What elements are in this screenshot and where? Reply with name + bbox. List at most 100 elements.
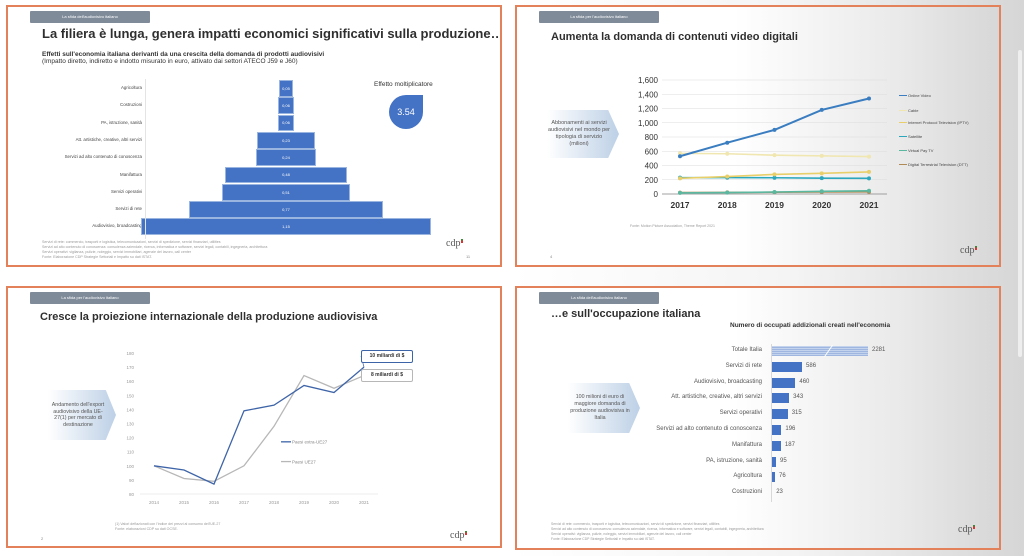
legend-item: Digital Terrestrial Television (DTT) <box>899 162 979 167</box>
multiplier-bubble: 3.54 <box>389 95 423 129</box>
bar-value-label: 196 <box>785 426 796 432</box>
data-point <box>678 151 682 156</box>
x-tick-label: 2021 <box>359 500 370 505</box>
bar-value-label: 2281 <box>872 347 886 353</box>
legend-item: Internet Protocol Television (IPTV) <box>899 120 979 125</box>
y-tick-label: 1,600 <box>638 76 659 85</box>
page-number: 11 <box>466 254 471 259</box>
data-point <box>772 175 777 180</box>
data-point <box>725 151 730 156</box>
data-point <box>772 172 777 177</box>
employment-bar <box>771 425 782 435</box>
category-label: Agricoltura <box>121 85 142 90</box>
bar-value-label: 460 <box>799 378 810 385</box>
chart-callout: 100 milioni di euro di maggiore domanda … <box>568 383 640 433</box>
y-tick-label: 400 <box>645 162 659 171</box>
data-point <box>772 127 777 132</box>
footnote-line: Servizi ad alto contenuto di conoscenza:… <box>42 245 268 249</box>
y-tick-label: 150 <box>126 393 134 398</box>
footnotes: Servizi di rete: commercio, trasporti e … <box>551 522 764 542</box>
legend-item: Cable <box>899 108 979 113</box>
page-number: 4 <box>550 254 553 259</box>
y-tick-label: 90 <box>129 478 135 483</box>
y-tick-label: 170 <box>126 365 134 370</box>
category-label: PA, istruzione, sanità <box>101 119 142 125</box>
chart-title: Numero di occupati addizionali creati ne… <box>730 322 891 329</box>
legend-item: Virtual Pay TV <box>899 148 979 153</box>
bar-value-label: 76 <box>779 473 786 480</box>
category-label: Audiovisivo, broadcasting <box>693 378 762 385</box>
slide-thumbnail-3[interactable]: La sfida per l'audiovisivo italiano Cres… <box>6 286 502 548</box>
footnote-line: Fonte: Elaborazione CDP Strategie Settor… <box>42 255 152 259</box>
category-label: Servizi operativi <box>111 188 142 194</box>
slide-title: Cresce la proiezione internazionale dell… <box>40 311 378 323</box>
employment-bar <box>771 409 788 420</box>
slide-title: …e sull'occupazione italiana <box>551 308 701 320</box>
pyramid-bar: 0,06 <box>278 97 294 115</box>
bar-value-label: 586 <box>806 362 817 369</box>
data-point <box>867 188 871 193</box>
slide-thumbnail-1[interactable]: La sfida dell'audiovisivo italiano La fi… <box>6 5 502 267</box>
cdp-logo: cdp <box>450 530 468 541</box>
chart-callout: Abbonamenti ai servizi audiovisivi nel m… <box>547 110 619 158</box>
category-label: Att. artistiche, creative, altri servizi <box>75 136 142 142</box>
slide-thumbnail-2[interactable]: La sfida per l'audiovisivo italiano Aume… <box>515 5 1001 267</box>
pyramid-bar: 0,77 <box>188 201 384 218</box>
cdp-logo: cdp <box>446 238 464 249</box>
category-label: Costruzioni <box>120 102 142 108</box>
series-line <box>153 374 365 482</box>
legend-swatch <box>899 164 907 166</box>
footnote-line: Servizi operativi: vigilanza, pulizie, n… <box>42 250 192 254</box>
employment-bar <box>771 393 790 404</box>
x-tick-label: 2019 <box>299 500 310 505</box>
chart-source: Fonte: Motion Picture Association, Theme… <box>630 224 715 228</box>
data-point <box>678 154 682 159</box>
employment-bar <box>771 344 868 358</box>
data-point <box>867 154 871 159</box>
x-tick-label: 2015 <box>179 500 190 505</box>
legend-label: Online Video <box>908 93 931 98</box>
data-point <box>819 153 824 158</box>
axis-line <box>145 79 146 239</box>
pyramid-bar: 0,23 <box>257 131 315 149</box>
y-tick-label: 120 <box>126 436 134 441</box>
chart-subtitle-note: (Impatto diretto, indiretto e indotto mi… <box>42 58 298 65</box>
data-point <box>819 176 824 181</box>
section-tag: La sfida dell'audiovisivo italiano <box>30 11 150 23</box>
pyramid-bar: 0,48 <box>225 166 347 184</box>
footnote-line: (1) Valori deflazionati con l'indice dei… <box>115 522 221 526</box>
data-point <box>725 190 730 195</box>
footnotes: Servizi di rete: commercio, trasporti e … <box>42 240 267 260</box>
chart-subtitle: Effetti sull'economia italiana derivanti… <box>42 51 324 65</box>
footnote-line: Servizi di rete: commercio, trasporti e … <box>42 240 221 244</box>
x-tick-label: 2017 <box>239 500 250 505</box>
legend-item: Satellite <box>899 134 979 139</box>
page-number: 2 <box>41 536 44 541</box>
x-tick-label: 2020 <box>329 500 340 505</box>
category-label: Costruzioni <box>731 489 762 496</box>
vertical-scrollbar[interactable] <box>1018 50 1022 357</box>
multiplier-label: Effetto moltiplicatore <box>374 81 433 88</box>
y-tick-label: 800 <box>645 133 659 142</box>
x-tick-label: 2016 <box>209 500 220 505</box>
category-label: Manifattura <box>120 171 142 177</box>
data-point <box>867 96 871 101</box>
bar-value-label: 343 <box>793 394 804 401</box>
series-line <box>679 97 870 158</box>
chart-notes: (1) Valori deflazionati con l'indice dei… <box>115 522 220 532</box>
category-label: Servizi ad alto contenuto di conoscenza <box>656 426 762 432</box>
legend-swatch <box>899 122 907 124</box>
data-point <box>725 140 730 145</box>
employment-bar <box>771 472 776 483</box>
x-tick-label: 2019 <box>765 200 784 210</box>
section-tag: La sfida per l'audiovisivo italiano <box>30 292 150 304</box>
footnote-line: Servizi di rete: commercio, trasporti e … <box>551 522 720 526</box>
pyramid-bar: 0,24 <box>255 149 317 166</box>
y-tick-label: 180 <box>126 351 134 356</box>
footnote-line: Fonte: elaborazioni CDP su dati OCSE. <box>115 527 178 531</box>
data-point <box>772 153 777 158</box>
footnote-line: Servizi operativi: vigilanza, pulizie, n… <box>551 532 692 536</box>
slide-thumbnail-4[interactable]: La sfida dell'audiovisivo italiano …e su… <box>515 286 1001 550</box>
y-tick-label: 200 <box>645 176 659 185</box>
y-tick-label: 100 <box>126 464 134 469</box>
